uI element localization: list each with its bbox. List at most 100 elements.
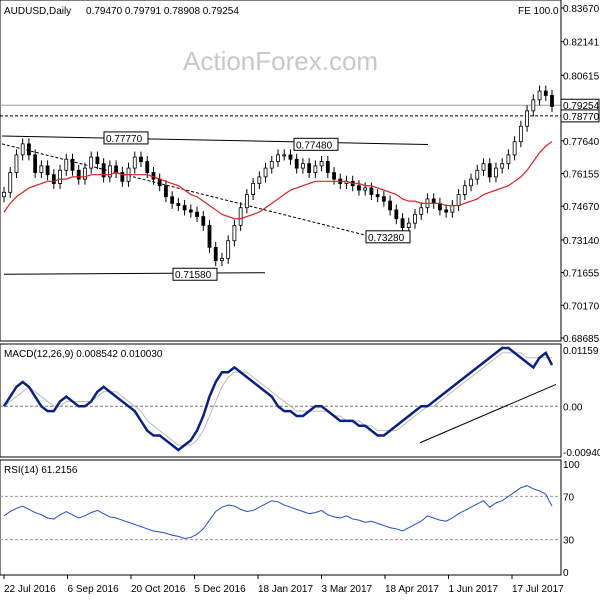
candle-body [188,209,193,213]
candle-body [132,156,137,169]
macd-tick-label: -0.009408 [563,448,600,459]
candle-body [506,154,511,165]
candle-body [182,205,187,211]
candle-body [195,211,199,217]
rsi-title: RSI(14) 61.2156 [4,465,78,476]
candle-body [39,165,44,173]
candle-body [375,194,380,198]
annotation-label: 0.73280 [368,233,405,244]
candle-body [8,172,13,193]
candle-body [220,257,224,261]
candle-body [475,169,480,180]
candle-body [213,246,218,261]
annotation-label: 0.77480 [296,140,333,151]
moving-average-line [3,141,553,220]
x-tick-label: 20 Oct 2016 [131,584,186,595]
candle-body [537,90,542,101]
rsi-pane-frame [0,459,562,576]
candle-body [120,172,125,182]
annotation-label: 0.77770 [106,134,143,145]
macd-pane-frame [0,343,562,458]
candle-body [164,185,168,198]
y-tick-label: 0.80615 [563,71,600,82]
y-tick-label: 0.74670 [563,202,600,213]
corner-label: FE 100.0 [518,6,559,17]
candle-body [381,196,386,202]
candle-body [388,200,392,211]
macd-trendline [419,383,557,444]
candle-body [139,156,143,162]
support-trendline [3,272,266,275]
y-tick-label: 0.70170 [563,301,600,312]
y-tick-label: 0.79254 [563,101,600,112]
candle-body [531,99,536,112]
watermark: ActionForex.com [183,46,378,76]
x-tick-label: 22 Jul 2016 [4,584,56,595]
candle-body [494,167,498,178]
x-tick-label: 18 Jan 2017 [258,584,313,595]
candle-body [170,196,175,204]
candle-body [151,172,156,180]
candle-body [226,240,231,259]
macd-tick-label: 0.01159 [563,346,599,357]
y-tick-label: 0.68685 [563,334,600,345]
macd-signal-line [3,352,553,446]
candle-body [83,167,87,180]
x-tick-label: 6 Sep 2016 [68,584,120,595]
candle-body [369,187,374,195]
candle-body [70,158,75,171]
candle-body [76,169,81,180]
rsi-layer [0,485,561,541]
x-tick-label: 5 Dec 2016 [195,584,247,595]
candle-body [257,176,262,184]
candle-body [313,165,318,173]
x-tick-label: 3 Mar 2017 [322,584,373,595]
rsi-tick-label: 0 [563,568,569,579]
candle-body [201,216,206,226]
candle-body [263,167,268,178]
annotation-label: 0.71580 [175,270,212,281]
candle-body [543,90,548,96]
candle-body [450,205,455,213]
candle-body [357,185,361,191]
candle-body [276,154,280,162]
candle-body [406,222,411,228]
rsi-line [3,485,553,540]
candle-body [363,187,368,191]
candle-body [282,154,287,157]
macd-tick-label: 0.00 [563,402,583,413]
candle-body [232,224,237,242]
candle-body [33,154,38,173]
price-layer: 0.77770 0.77480 0.73280 0.71580 [0,85,561,281]
candle-body [64,158,69,171]
y-tick-label: 0.78770 [563,112,600,123]
dashed-trendline [1,143,373,238]
annotation-box [293,137,339,151]
candle-body [145,161,150,173]
candle-body [413,213,417,224]
candle-body [2,191,6,198]
candle-body [107,165,112,178]
candle-body [58,169,62,184]
candle-body [301,163,305,169]
y-tick-label: 0.76155 [563,169,600,180]
candle-body [294,158,299,169]
x-tick-label: 17 Jul 2017 [512,584,564,595]
candle-body [325,161,330,173]
y-tick-label: 0.73140 [563,236,600,247]
candle-body [238,207,243,226]
rsi-tick-label: 30 [563,536,575,547]
candle-body [500,163,505,169]
y-tick-label: 0.71655 [563,269,600,280]
annotation-box [103,131,149,145]
candle-body [419,207,424,215]
y-tick-label: 0.83670 [563,4,600,15]
annotation-box [172,267,218,281]
candle-body [400,218,405,228]
candle-body [244,194,249,209]
candle-body [462,185,467,195]
candle-body [319,161,324,167]
price-pane-frame [0,0,562,342]
candle-body [51,174,56,184]
